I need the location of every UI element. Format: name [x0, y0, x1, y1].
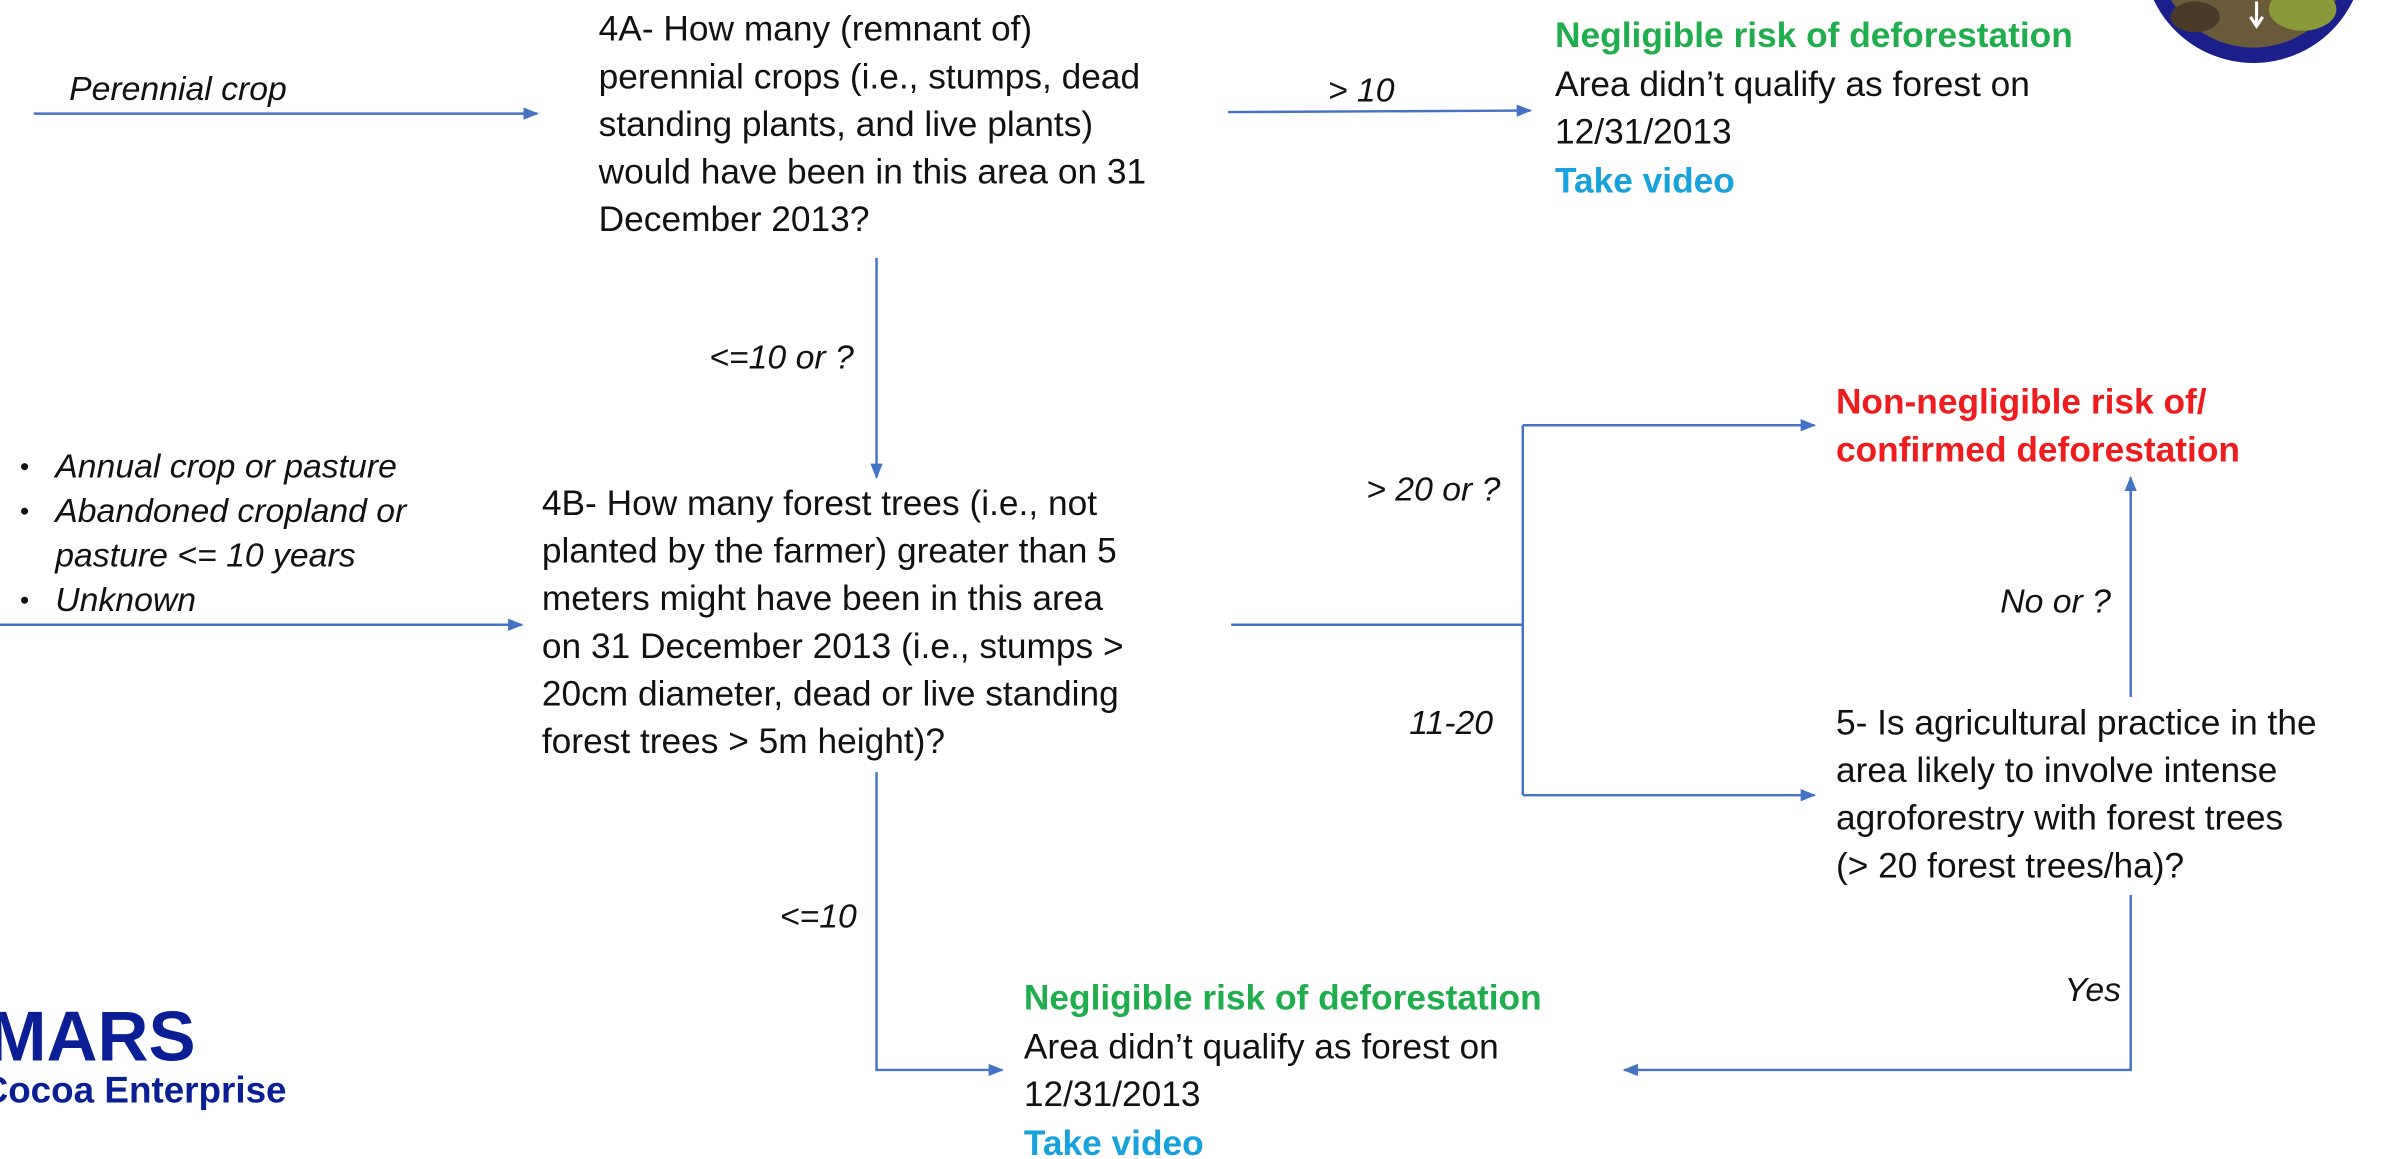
edge-label: <=10 — [780, 897, 857, 935]
question-text: December 2013? — [599, 200, 870, 239]
input-label: pasture <= 10 years — [54, 537, 355, 575]
arrow — [1228, 111, 1530, 113]
outcome-title: Negligible risk of deforestation — [1555, 16, 2073, 55]
input-label: Abandoned cropland or — [53, 492, 408, 530]
question-text: agroforestry with forest trees — [1836, 799, 2283, 838]
flowchart: Perennial crop Annual crop or pasture Aban… — [0, 0, 2407, 1159]
action-link[interactable]: Take video — [1024, 1124, 1204, 1159]
question-text: 4A- How many (remnant of) — [599, 10, 1033, 49]
outcome-text: Area didn’t qualify as forest on — [1555, 65, 2030, 104]
edge-label: > 20 or ? — [1366, 471, 1500, 509]
input-label: Annual crop or pasture — [53, 448, 397, 486]
outcome-text: Area didn’t qualify as forest on — [1024, 1027, 1499, 1066]
action-link[interactable]: Take video — [1555, 162, 1735, 201]
logo-division: Cocoa Enterprise — [0, 1069, 287, 1110]
input-label: Perennial crop — [69, 70, 287, 108]
question-text: planted by the farmer) greater than 5 — [542, 532, 1117, 571]
edge-label: 11-20 — [1409, 704, 1493, 742]
photo-badge — [2143, 0, 2364, 63]
edge-label: Yes — [2065, 971, 2121, 1009]
arrow — [1624, 895, 2131, 1070]
question-text: 4B- How many forest trees (i.e., not — [542, 484, 1097, 523]
arrow — [877, 772, 1003, 1070]
outcome-title: confirmed deforestation — [1836, 430, 2240, 469]
page: { "inputs": { "perennial": "Perennial cr… — [0, 0, 2407, 1159]
edge-label: > 10 — [1328, 72, 1395, 110]
question-text: area likely to involve intense — [1836, 751, 2277, 790]
question-text: (> 20 forest trees/ha)? — [1836, 846, 2184, 885]
logo-brand: MARS — [0, 997, 196, 1076]
question-text: would have been in this area on 31 — [598, 152, 1147, 191]
question-text: 5- Is agricultural practice in the — [1836, 704, 2317, 743]
texts: Perennial crop Annual crop or pasture Aban… — [0, 10, 2317, 1159]
outcome-title: Non-negligible risk of/ — [1836, 383, 2207, 422]
question-text: perennial crops (i.e., stumps, dead — [599, 57, 1141, 96]
edge-label: <=10 or ? — [709, 339, 854, 377]
bullet — [21, 508, 28, 515]
bullet — [21, 597, 28, 604]
question-text: standing plants, and live plants) — [599, 105, 1093, 144]
question-text: on 31 December 2013 (i.e., stumps > — [542, 627, 1124, 666]
edge-label: No or ? — [2000, 583, 2111, 621]
bullet — [21, 463, 28, 470]
outcome-text: 12/31/2013 — [1555, 113, 1732, 152]
question-text: forest trees > 5m height)? — [542, 722, 945, 761]
outcome-text: 12/31/2013 — [1024, 1075, 1201, 1114]
question-text: meters might have been in this area — [542, 579, 1104, 618]
question-text: 20cm diameter, dead or live standing — [542, 674, 1119, 713]
outcome-title: Negligible risk of deforestation — [1024, 978, 1542, 1017]
input-label: Unknown — [55, 581, 196, 619]
